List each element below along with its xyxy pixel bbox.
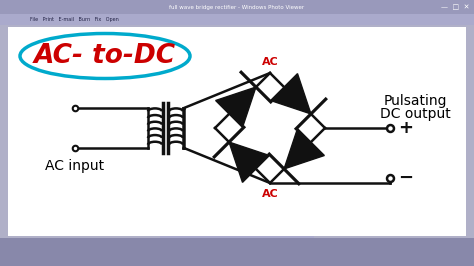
Bar — [0, 238, 474, 266]
Text: Pulsating: Pulsating — [383, 94, 447, 108]
Polygon shape — [284, 129, 324, 169]
Bar — [0, 14, 474, 25]
Text: AC- to-DC: AC- to-DC — [34, 43, 176, 69]
Text: +: + — [398, 119, 413, 137]
Text: AC: AC — [262, 189, 278, 199]
Text: AC input: AC input — [46, 159, 105, 173]
Polygon shape — [229, 142, 269, 182]
Polygon shape — [216, 87, 256, 127]
Text: full wave bridge rectifier - Windows Photo Viewer: full wave bridge rectifier - Windows Pho… — [169, 5, 305, 10]
Text: AC: AC — [262, 57, 278, 67]
Text: −: − — [398, 169, 413, 187]
Bar — [0, 0, 474, 14]
Text: File   Print   E-mail   Burn   Fix   Open: File Print E-mail Burn Fix Open — [30, 18, 119, 23]
Text: —  □  ✕: — □ ✕ — [441, 4, 469, 10]
Polygon shape — [271, 74, 311, 114]
Bar — [160, 222, 314, 238]
Text: ◄◄  ◄  ●  ►  ►►  D  C  ►: ◄◄ ◄ ● ► ►► D C ► — [203, 227, 271, 232]
Bar — [8, 27, 466, 236]
Text: DC output: DC output — [380, 107, 450, 121]
